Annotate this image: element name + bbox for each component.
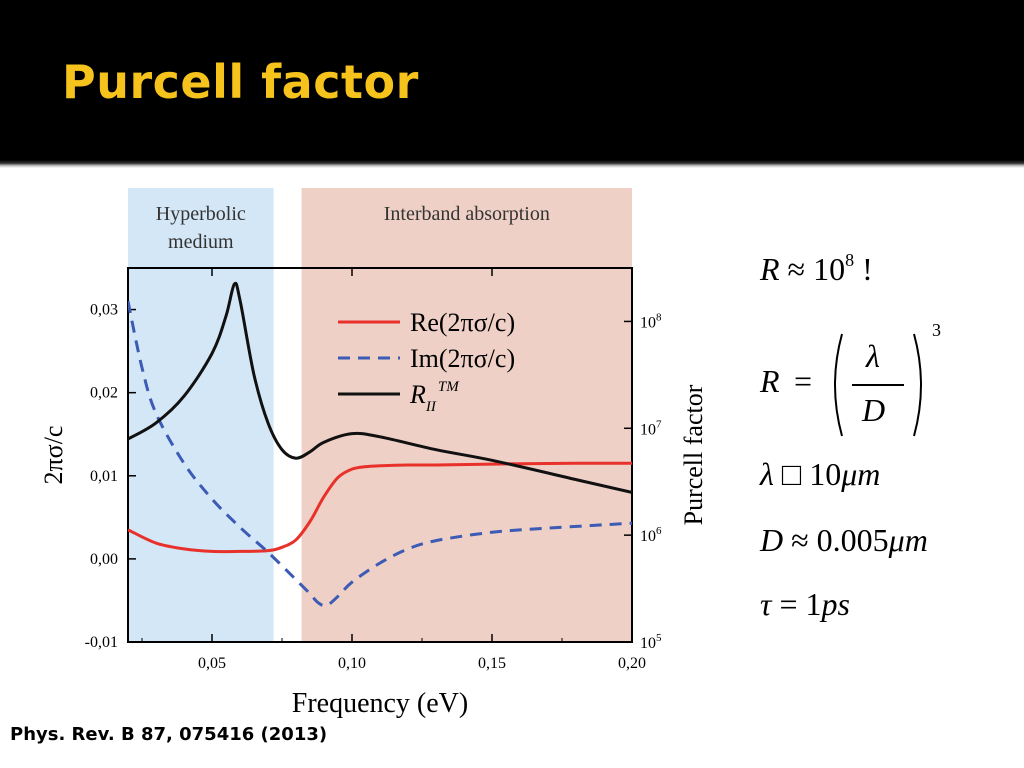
y-right-tick-label-1: 106 (640, 525, 662, 545)
y-right-tick-label-2: 107 (640, 418, 662, 438)
chart-series (128, 281, 632, 608)
y-left-tick-label-1: 0,00 (90, 551, 118, 568)
region-band-1 (301, 188, 632, 642)
legend-text: R (409, 380, 426, 409)
formula-r-definition: R = λ D 3 (760, 320, 960, 440)
formula-lambda: λ □ 10μm (760, 456, 881, 492)
chart-legend: Re(2πσ/c) Im(2πσ/c) RIITM (338, 308, 515, 415)
y-right-axis-label: Purcell factor (679, 384, 708, 525)
y-left-tick-label-0: -0,01 (85, 634, 118, 651)
y-right-tick-label-0: 105 (640, 632, 662, 652)
x-tick-label-2: 0,15 (478, 655, 506, 672)
region-label-0-1: medium (168, 231, 234, 253)
x-tick-label-3: 0,20 (618, 655, 646, 672)
tick-base: 10 (640, 421, 656, 438)
y-left-tick-label-3: 0,02 (90, 385, 118, 402)
region-band-0 (128, 188, 274, 642)
legend-label-1: Im(2πσ/c) (410, 344, 515, 373)
y-right-tick-label-3: 108 (640, 311, 662, 331)
x-tick-label-0: 0,05 (198, 655, 226, 672)
formula-tau: τ = 1ps (760, 586, 850, 622)
chart-axes: 0,05 0,10 0,15 0,20-0,010,000,010,020,03105… (85, 267, 662, 672)
tick-exp: 6 (656, 525, 662, 537)
formula-d: D ≈ 0.005μm (760, 522, 928, 558)
legend-text: Im(2πσ/c) (410, 344, 515, 373)
chart-labels: Frequency (eV) 2πσ/c Purcell factor (39, 384, 708, 719)
y-left-tick-label-4: 0,03 (90, 302, 118, 319)
tick-base: 10 (640, 528, 656, 545)
header-divider (0, 160, 1024, 168)
bracketed-fraction (834, 333, 922, 437)
legend-subscript: II (425, 399, 437, 415)
citation: Phys. Rev. B 87, 075416 (2013) (10, 724, 328, 745)
legend-text: Re(2πσ/c) (410, 308, 515, 337)
y-left-axis-label: 2πσ/c (39, 426, 68, 485)
legend-label-0: Re(2πσ/c) (410, 308, 515, 337)
legend-superscript: TM (438, 379, 460, 395)
y-left-tick-label-2: 0,01 (90, 468, 118, 485)
tick-exp: 5 (656, 632, 662, 644)
slide-title: Purcell factor (62, 55, 419, 109)
tick-exp: 8 (656, 311, 662, 323)
formula-r-approx: R ≈ 108 ! (760, 250, 873, 287)
purcell-chart: Hyperbolic medium Interband absorption 0,0… (39, 188, 708, 719)
series-line-2 (128, 281, 632, 494)
x-axis-label: Frequency (eV) (292, 688, 468, 719)
tick-base: 10 (640, 635, 656, 652)
slide-header: Purcell factor (0, 0, 1024, 160)
series-line-0 (128, 461, 632, 554)
region-label-1-0: Interband absorption (384, 203, 550, 225)
x-tick-label-1: 0,10 (338, 655, 366, 672)
legend-label-2: RIITM (409, 379, 460, 415)
tick-exp: 7 (656, 418, 662, 430)
region-label-0-0: Hyperbolic (156, 203, 246, 225)
plot-frame (127, 267, 633, 643)
tick-base: 10 (640, 314, 656, 331)
chart-regions: Hyperbolic medium Interband absorption (128, 188, 632, 642)
series-line-1 (128, 300, 632, 608)
